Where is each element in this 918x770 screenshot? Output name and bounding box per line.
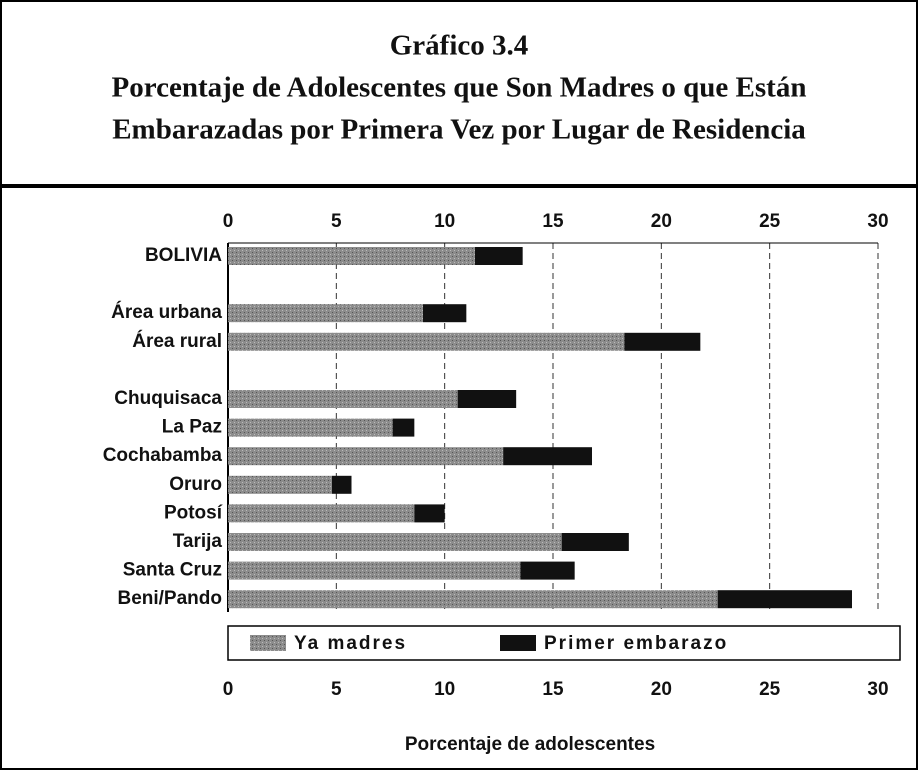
y-tick-label: Chuquisaca xyxy=(114,388,222,409)
x-tick-label: 25 xyxy=(759,679,781,700)
bar xyxy=(228,475,332,494)
bar xyxy=(332,475,352,494)
legend-swatch xyxy=(500,635,536,651)
bar xyxy=(228,447,504,466)
x-tick-label: 5 xyxy=(331,679,342,700)
bar xyxy=(457,390,517,408)
x-tick-label-top: 0 xyxy=(223,211,234,232)
bar xyxy=(520,561,575,580)
bar xyxy=(228,390,458,408)
bar xyxy=(414,504,445,523)
y-tick-label: Área urbana xyxy=(111,301,222,323)
bar xyxy=(717,590,852,609)
bar xyxy=(228,533,562,551)
bar xyxy=(475,247,523,265)
x-tick-label: 15 xyxy=(542,679,564,700)
y-tick-label: Oruro xyxy=(169,474,222,495)
bar xyxy=(503,447,592,466)
x-tick-label: 0 xyxy=(223,679,234,700)
bar xyxy=(423,304,467,323)
x-tick-label-top: 30 xyxy=(867,211,888,232)
bar xyxy=(228,332,625,351)
legend-label: Primer embarazo xyxy=(544,633,728,654)
y-tick-label: Beni/Pando xyxy=(117,588,222,609)
chart-title: Porcentaje de Adolescentes que Son Madre… xyxy=(112,72,807,104)
y-tick-label: BOLIVIA xyxy=(145,245,222,266)
chart-title: Gráfico 3.4 xyxy=(390,30,529,62)
x-tick-label: 20 xyxy=(651,679,672,700)
bar xyxy=(228,561,521,580)
x-tick-label-top: 5 xyxy=(331,211,342,232)
y-tick-label: Potosí xyxy=(164,502,223,523)
x-tick-label-top: 10 xyxy=(434,211,455,232)
bar xyxy=(561,533,629,551)
y-tick-label: Área rural xyxy=(132,330,222,352)
x-axis-label: Porcentaje de adolescentes xyxy=(405,734,655,755)
y-tick-label: Tarija xyxy=(173,531,223,552)
bar xyxy=(228,590,718,609)
chart-title: Embarazadas por Primera Vez por Lugar de… xyxy=(112,114,806,146)
y-tick-label: Cochabamba xyxy=(103,445,223,466)
bar xyxy=(392,418,415,437)
bar xyxy=(228,304,423,323)
bar xyxy=(228,504,415,523)
legend xyxy=(227,625,901,661)
x-tick-label-top: 20 xyxy=(651,211,672,232)
y-tick-label: La Paz xyxy=(162,417,222,438)
x-tick-label: 30 xyxy=(867,679,888,700)
x-tick-label-top: 25 xyxy=(759,211,781,232)
y-tick-label: Santa Cruz xyxy=(123,560,222,581)
legend-swatch xyxy=(250,635,286,651)
x-tick-label-top: 15 xyxy=(542,211,564,232)
bar xyxy=(228,247,475,265)
bar xyxy=(228,418,393,437)
x-tick-label: 10 xyxy=(434,679,455,700)
legend-label: Ya madres xyxy=(294,633,407,654)
bar xyxy=(624,332,701,351)
